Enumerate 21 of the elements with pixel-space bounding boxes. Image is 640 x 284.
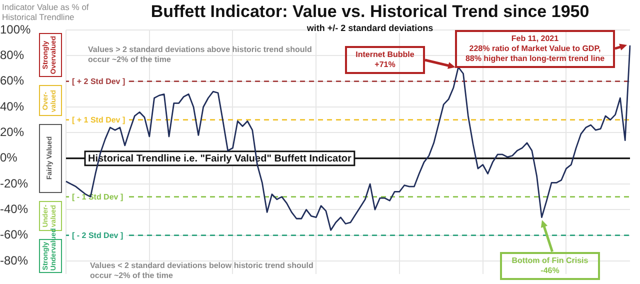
y-axis-title: Indicator Value as % of Historical Trendline	[2, 2, 90, 22]
y-tick-label: -20%	[0, 176, 28, 190]
ref-line-label: [ + 1 Std Dev ]	[72, 116, 126, 125]
y-tick-label: 60%	[0, 74, 24, 88]
ref-line-label: [ - 2 Std Dev ]	[72, 231, 124, 240]
chart-title: Buffett Indicator: Value vs. Historical Trend since 1950	[120, 2, 620, 22]
y-tick-label: 0%	[0, 150, 18, 165]
y-tick-label: 40%	[0, 99, 24, 114]
callout-box: Bottom of Fin Crisis -46%	[500, 252, 600, 280]
ref-line-label: [ + 2 Std Dev ]	[72, 77, 126, 86]
annotation: Values < 2 standard deviations below historic trend should occur ~2% of the time	[90, 261, 314, 281]
callout-box: Feb 11, 2021 228% ratio of Market Value to GDP, 88% higher than long-term trend line	[455, 30, 615, 68]
y-tick-label: 80%	[0, 48, 24, 62]
annotation: Values > 2 standard deviations above historic trend should occur ~2% of the time	[88, 45, 313, 65]
y-tick-label: -60%	[0, 228, 28, 242]
y-tick-label: -80%	[0, 253, 28, 268]
y-tick-label: 20%	[0, 124, 24, 139]
y-tick-label: -40%	[0, 202, 28, 216]
callout-box: Internet Bubble +71%	[345, 46, 425, 74]
chart-subtitle: with +/- 2 standard deviations	[306, 23, 434, 33]
y-tick-label: 100%	[0, 22, 32, 36]
